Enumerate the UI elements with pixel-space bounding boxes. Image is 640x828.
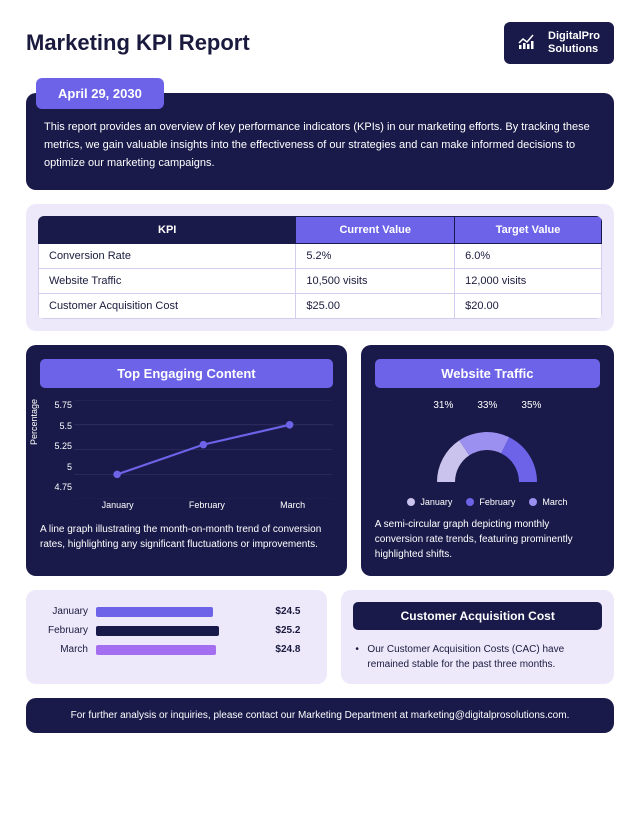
cac-bullet: Our Customer Acquisition Costs (CAC) hav… xyxy=(353,642,602,672)
legend-item: February xyxy=(466,497,515,507)
brand-text: DigitalProSolutions xyxy=(548,30,600,56)
report-container: Marketing KPI Report DigitalProSolutions… xyxy=(0,0,640,755)
y-ticks: 5.755.55.2554.75 xyxy=(48,400,72,492)
line-chart: Percentage 5.755.55.2554.75 JanuaryFebru… xyxy=(40,400,333,510)
bar-row: January$24.5 xyxy=(40,606,313,617)
traffic-card: Website Traffic 31%33%35% January Februar… xyxy=(361,345,614,576)
bar-row: February$25.2 xyxy=(40,625,313,636)
donut-labels: 31%33%35% xyxy=(433,400,541,411)
footer: For further analysis or inquiries, pleas… xyxy=(26,698,614,733)
y-axis-label: Percentage xyxy=(29,399,39,445)
legend-item: March xyxy=(529,497,567,507)
bar-row: March$24.8 xyxy=(40,644,313,655)
cac-title: Customer Acquisition Cost xyxy=(353,602,602,630)
chart-icon xyxy=(518,33,540,53)
table-cell: $20.00 xyxy=(455,294,602,319)
header: Marketing KPI Report DigitalProSolutions xyxy=(26,22,614,64)
charts-row: Top Engaging Content Percentage 5.755.55… xyxy=(26,345,614,576)
page-title: Marketing KPI Report xyxy=(26,30,250,56)
cac-bars-card: January$24.5 February$25.2 March$24.8 xyxy=(26,590,327,684)
table-cell: 10,500 visits xyxy=(296,269,455,294)
table-cell: Customer Acquisition Cost xyxy=(39,294,296,319)
engaging-card: Top Engaging Content Percentage 5.755.55… xyxy=(26,345,347,576)
x-ticks: JanuaryFebruaryMarch xyxy=(74,500,333,510)
table-cell: 5.2% xyxy=(296,244,455,269)
donut-chart: 31%33%35% xyxy=(375,400,600,487)
donut-svg xyxy=(422,417,552,487)
line-chart-svg xyxy=(74,400,333,499)
kpi-table-box: KPI Current Value Target Value Conversio… xyxy=(26,204,614,331)
engaging-title: Top Engaging Content xyxy=(40,359,333,388)
cac-card: Customer Acquisition Cost Our Customer A… xyxy=(341,590,614,684)
th-target: Target Value xyxy=(455,217,602,244)
traffic-desc: A semi-circular graph depicting monthly … xyxy=(375,517,600,562)
brand-badge: DigitalProSolutions xyxy=(504,22,614,64)
date-intro-block: April 29, 2030 This report provides an o… xyxy=(26,78,614,190)
table-cell: 12,000 visits xyxy=(455,269,602,294)
th-current: Current Value xyxy=(296,217,455,244)
th-kpi: KPI xyxy=(39,217,296,244)
table-cell: Website Traffic xyxy=(39,269,296,294)
traffic-title: Website Traffic xyxy=(375,359,600,388)
table-cell: Conversion Rate xyxy=(39,244,296,269)
table-cell: 6.0% xyxy=(455,244,602,269)
table-cell: $25.00 xyxy=(296,294,455,319)
kpi-table: KPI Current Value Target Value Conversio… xyxy=(38,216,602,319)
report-date: April 29, 2030 xyxy=(36,78,164,109)
engaging-desc: A line graph illustrating the month-on-m… xyxy=(40,522,333,552)
bottom-row: January$24.5 February$25.2 March$24.8 Cust… xyxy=(26,590,614,684)
legend-item: January xyxy=(407,497,452,507)
traffic-legend: January February March xyxy=(375,497,600,507)
